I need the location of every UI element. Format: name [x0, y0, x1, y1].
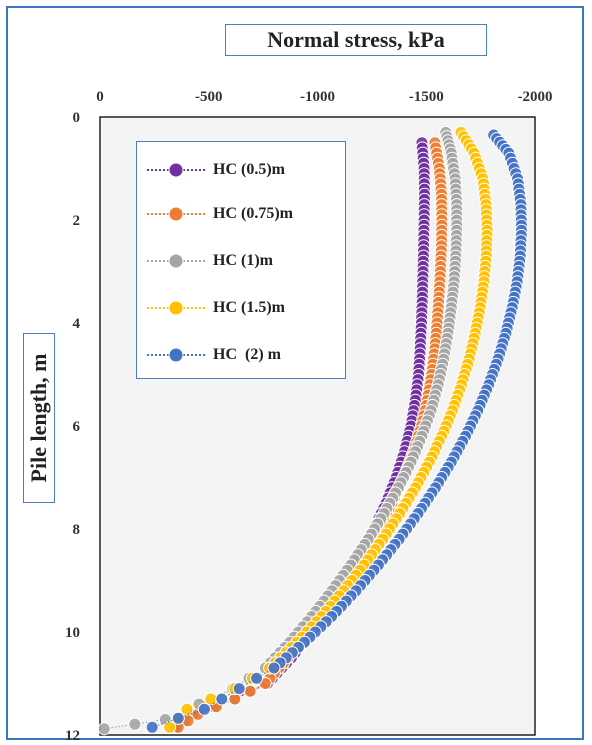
- legend-label: HC (2) m: [213, 346, 281, 363]
- data-point: [232, 682, 246, 696]
- legend-label: HC (0.75)m: [213, 205, 293, 222]
- data-point: [163, 720, 177, 734]
- data-point: [204, 692, 218, 706]
- data-point: [197, 702, 211, 716]
- y-tick-label: 4: [73, 316, 81, 332]
- chart-title: Normal stress, kPa: [267, 27, 445, 52]
- x-tick-label: 0: [96, 89, 104, 105]
- legend-item: HC (2) m: [145, 343, 281, 367]
- data-point: [250, 671, 264, 685]
- y-tick-label: 6: [73, 419, 81, 435]
- data-point: [128, 717, 142, 731]
- legend: HC (0.5)m HC (0.75)m HC (1)m HC (1.5)m HC (2…: [136, 141, 346, 379]
- x-tick-label: -500: [195, 89, 223, 105]
- legend-item: HC (0.5)m: [145, 158, 285, 182]
- data-point: [97, 722, 111, 736]
- legend-item: HC (0.75)m: [145, 202, 293, 226]
- x-tick-label: -2000: [518, 89, 553, 105]
- legend-marker-icon: [147, 206, 205, 222]
- legend-label: HC (0.5)m: [213, 161, 285, 178]
- data-point: [215, 692, 229, 706]
- legend-marker-icon: [147, 162, 205, 178]
- legend-item: HC (1.5)m: [145, 296, 285, 320]
- legend-label: HC (1)m: [213, 252, 273, 269]
- y-tick-label: 12: [65, 728, 80, 744]
- legend-marker-icon: [147, 347, 205, 363]
- data-point: [243, 684, 257, 698]
- y-tick-label: 10: [65, 625, 80, 641]
- legend-marker-icon: [147, 300, 205, 316]
- legend-label: HC (1.5)m: [213, 299, 285, 316]
- x-tick-label: -1500: [409, 89, 444, 105]
- chart-title-box: Normal stress, kPa: [225, 24, 487, 56]
- legend-item: HC (1)m: [145, 249, 273, 273]
- data-point: [180, 702, 194, 716]
- data-point: [145, 720, 159, 734]
- y-tick-label: 8: [73, 522, 81, 538]
- data-point: [171, 711, 185, 725]
- data-point: [267, 661, 281, 675]
- y-tick-label: 0: [73, 110, 81, 126]
- y-axis-label-box: Pile length, m: [23, 333, 55, 503]
- y-tick-label: 2: [73, 213, 81, 229]
- series-5: [145, 128, 528, 734]
- legend-marker-icon: [147, 253, 205, 269]
- x-tick-label: -1000: [300, 89, 335, 105]
